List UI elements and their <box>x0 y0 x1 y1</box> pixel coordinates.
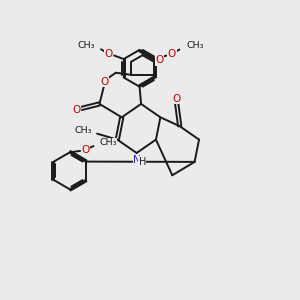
Text: O: O <box>72 105 80 115</box>
Text: CH₃: CH₃ <box>100 138 117 147</box>
Text: O: O <box>105 49 113 59</box>
Text: H: H <box>139 157 146 167</box>
Text: O: O <box>155 55 164 65</box>
Text: CH₃: CH₃ <box>186 41 204 50</box>
Text: CH₃: CH₃ <box>78 41 95 50</box>
Text: O: O <box>172 94 180 103</box>
Text: O: O <box>100 76 109 87</box>
Text: O: O <box>81 145 89 155</box>
Text: O: O <box>168 49 176 59</box>
Text: CH₃: CH₃ <box>74 126 92 135</box>
Text: N: N <box>133 154 141 164</box>
